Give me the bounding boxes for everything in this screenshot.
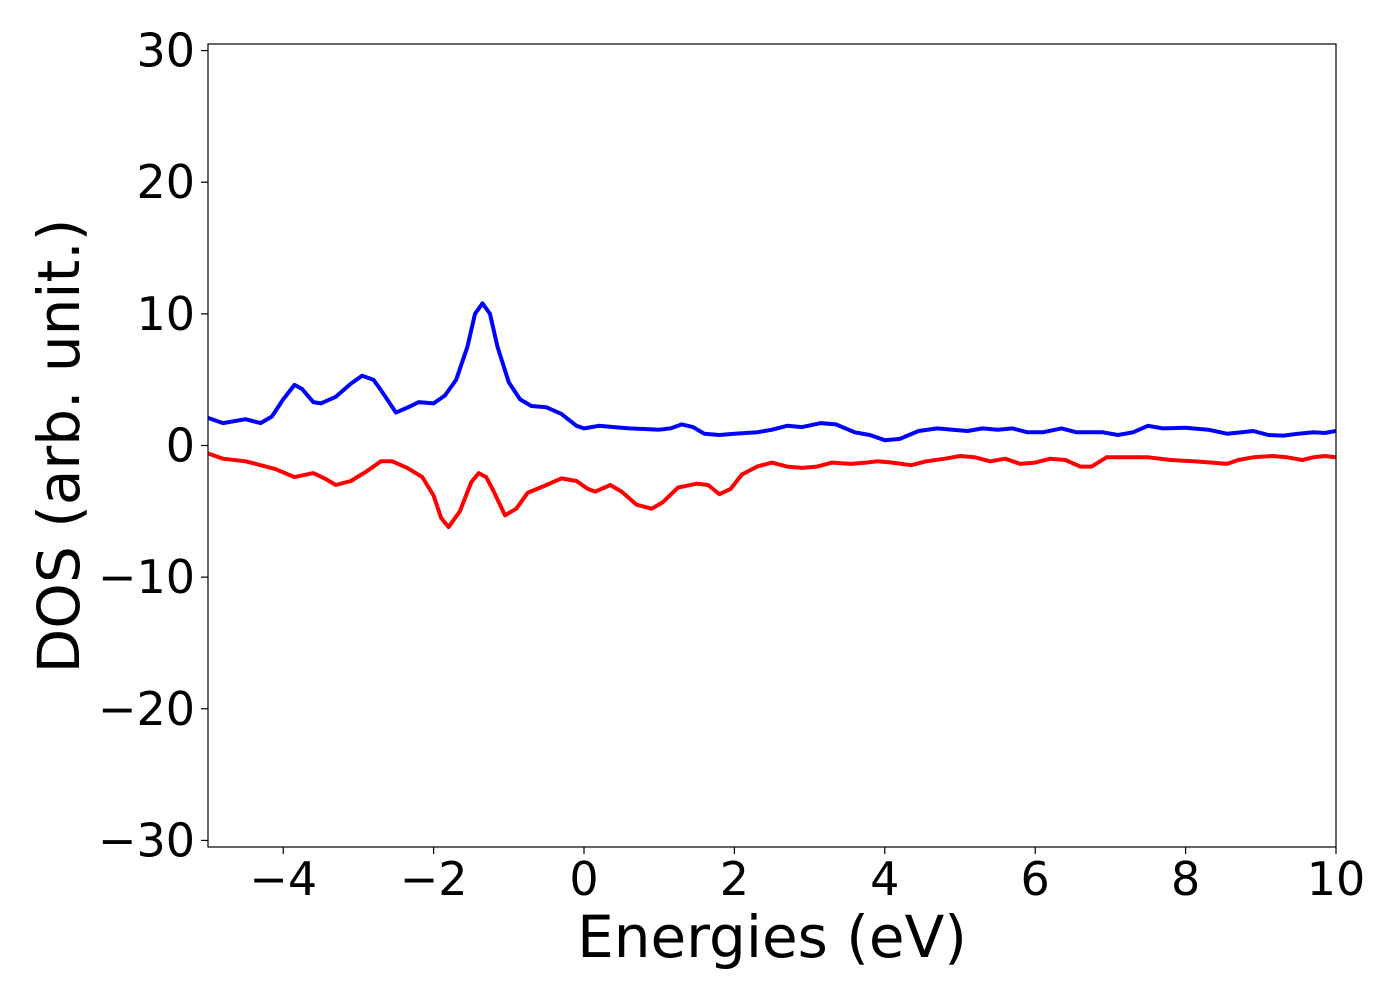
y-tick-label: −20: [98, 682, 195, 736]
y-axis-title: DOS (arb. unit.): [25, 219, 93, 674]
x-tick-label: 6: [1021, 852, 1050, 906]
y-tick-label: −10: [98, 550, 195, 604]
x-tick-label: 2: [720, 852, 749, 906]
x-axis: −4 −2 0 2 4 6 8 10: [249, 847, 1365, 906]
series-line-1: [208, 301, 1336, 443]
y-axis: 30 20 10 0 −10 −20 −30: [98, 24, 208, 867]
y-tick-label: 0: [166, 419, 195, 473]
x-axis-title: Energies (eV): [577, 903, 967, 971]
y-tick-label: 30: [136, 24, 195, 78]
x-tick-label: −2: [400, 852, 468, 906]
x-tick-label: 0: [569, 852, 598, 906]
plot-frame: [207, 43, 1337, 848]
y-tick-label: 20: [136, 155, 195, 209]
series-line-2: [208, 451, 1336, 530]
x-tick-label: 8: [1171, 852, 1200, 906]
x-tick-label: 10: [1307, 852, 1366, 906]
x-tick-label: −4: [249, 852, 317, 906]
x-tick-label: 4: [870, 852, 899, 906]
y-tick-label: 10: [136, 287, 195, 341]
plot-area: [207, 43, 1337, 848]
y-tick-label: −30: [98, 813, 195, 867]
series-group: [208, 301, 1336, 530]
